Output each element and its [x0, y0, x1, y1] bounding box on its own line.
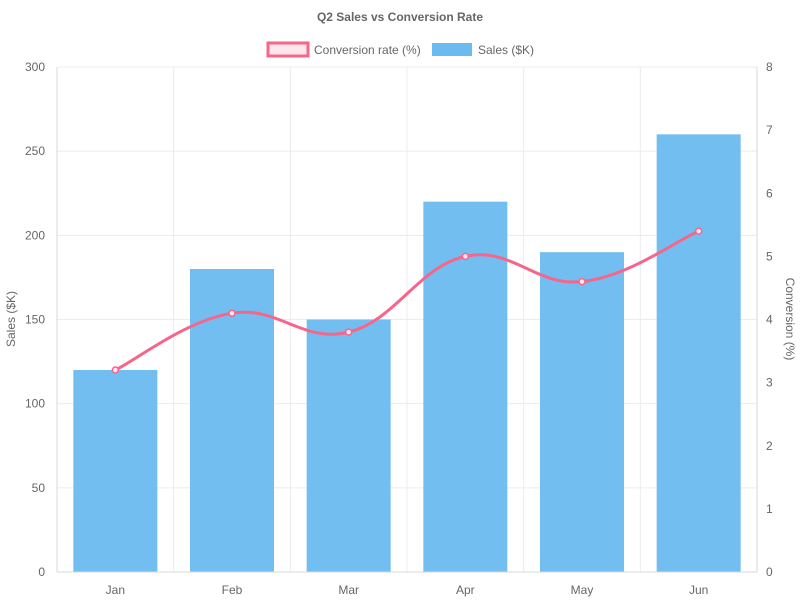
- sales-bar-jun[interactable]: [656, 134, 741, 573]
- legend[interactable]: Conversion rate (%) Sales ($K): [266, 41, 534, 58]
- x-tick-label: Jun: [689, 583, 708, 597]
- legend-label-sales: Sales ($K): [478, 43, 534, 57]
- sales-bar-may[interactable]: [540, 252, 624, 572]
- y-left-tick-label: 0: [38, 565, 45, 579]
- legend-swatch-sales: [432, 43, 472, 56]
- x-tick-label: Jan: [106, 583, 125, 597]
- sales-bars: [73, 134, 741, 573]
- y-left-axis-title: Sales ($K): [4, 291, 18, 347]
- conversion-rate-line[interactable]: [114, 229, 700, 372]
- y-right-tick-label: 6: [766, 186, 773, 200]
- legend-swatch-conversion-rate: [266, 41, 310, 58]
- y-right-tick-label: 8: [766, 60, 773, 74]
- sales-bar-apr[interactable]: [423, 201, 508, 572]
- conversion-line-series: [111, 227, 703, 374]
- y-right-axis-title: Conversion (%): [783, 278, 797, 361]
- conversion-point-mar[interactable]: [344, 328, 353, 336]
- conversion-point-jun[interactable]: [694, 227, 703, 235]
- y-left-tick-label: 50: [32, 481, 46, 495]
- y-right-tick-label: 2: [766, 439, 773, 453]
- legend-item-sales[interactable]: Sales ($K): [432, 43, 534, 57]
- sales-bar-jan[interactable]: [73, 370, 158, 572]
- y-left-tick-label: 200: [25, 228, 45, 242]
- conversion-point-feb[interactable]: [228, 309, 236, 317]
- legend-label-conversion-rate: Conversion rate (%): [314, 43, 421, 57]
- legend-item-conversion-rate[interactable]: Conversion rate (%): [266, 41, 421, 58]
- x-tick-label: May: [571, 583, 594, 597]
- y-left-tick-label: 300: [25, 60, 45, 74]
- y-left-tick-label: 150: [25, 313, 45, 327]
- y-right-tick-label: 4: [766, 313, 773, 327]
- y-right-tick-label: 1: [766, 502, 773, 516]
- conversion-point-may[interactable]: [578, 277, 586, 286]
- y-left-tick-label: 250: [25, 144, 45, 158]
- sales-bar-mar[interactable]: [306, 319, 391, 573]
- x-tick-label: Apr: [456, 583, 475, 597]
- conversion-point-apr[interactable]: [461, 252, 470, 261]
- y-left-tick-label: 100: [25, 397, 45, 411]
- y-right-tick-label: 0: [766, 565, 773, 579]
- y-right-tick-label: 3: [766, 376, 773, 390]
- chart-title: Q2 Sales vs Conversion Rate: [317, 10, 483, 24]
- y-right-tick-label: 7: [766, 123, 773, 137]
- conversion-point-jan[interactable]: [111, 366, 120, 374]
- x-tick-label: Mar: [338, 583, 359, 597]
- x-tick-label: Feb: [222, 583, 243, 597]
- axes: 0 50 100 150 200 250 300 0 1 2 3 4 5 6 7 8 Jan Feb Mar Apr M…: [25, 60, 773, 597]
- y-right-tick-label: 5: [766, 249, 773, 263]
- grid: [56, 66, 758, 573]
